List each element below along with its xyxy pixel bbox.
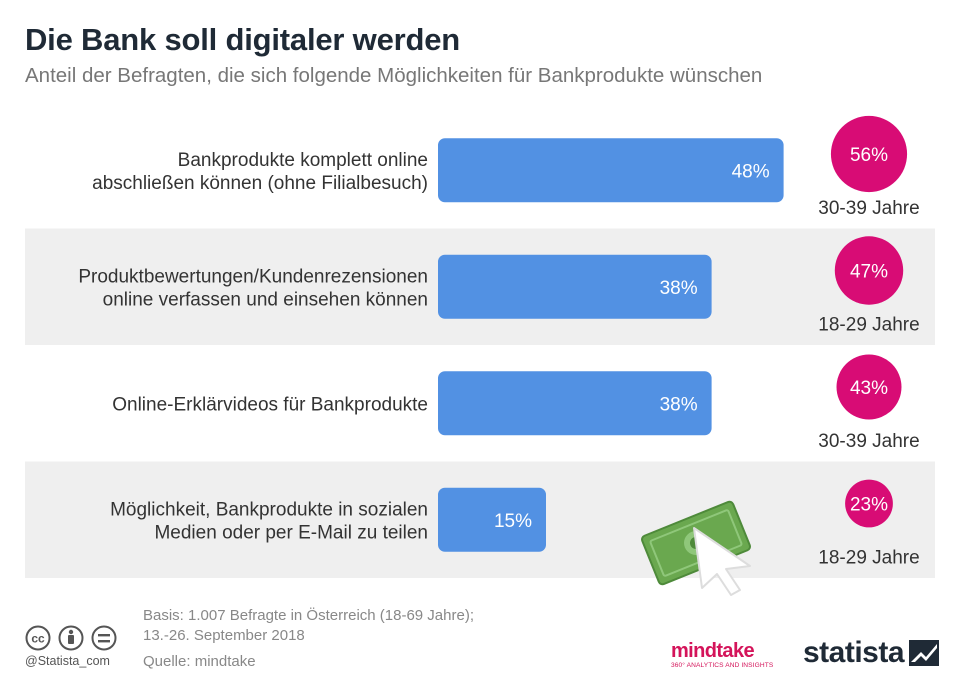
license-icons: cc: [25, 624, 120, 657]
chart-title: Die Bank soll digitaler werden: [25, 22, 461, 57]
mindtake-tagline: 360° ANALYTICS AND INSIGHTS: [671, 662, 774, 669]
statista-logo-icon: [909, 640, 940, 666]
age-group-label: 18-29 Jahre: [818, 548, 919, 569]
bar-value-label: 48%: [732, 161, 770, 182]
age-group-circle: [830, 115, 908, 193]
age-group-circle: [834, 236, 904, 305]
age-group-label: 30-39 Jahre: [818, 198, 919, 219]
category-label: Bankprodukte komplett online abschließen …: [92, 150, 428, 194]
bar-value-label: 38%: [660, 394, 698, 415]
bar: [438, 138, 784, 203]
bar: [438, 487, 546, 552]
mindtake-logo: mindtake 360° ANALYTICS AND INSIGHTS: [671, 641, 773, 669]
age-group-value-label: 47%: [850, 262, 888, 283]
bar-chart: Bankprodukte komplett online abschließen …: [25, 115, 935, 596]
age-group-circle: [845, 479, 893, 528]
category-label: Online-Erklärvideos für Bankprodukte: [112, 394, 428, 415]
age-group-circle: [836, 354, 902, 420]
mindtake-wordmark: mindtake: [671, 640, 755, 662]
cc-icon: cc: [25, 625, 51, 651]
category-label: Produktbewertungen/Kundenrezensionen onli…: [78, 266, 428, 310]
source-note: Quelle: mindtake: [143, 653, 256, 670]
age-group-label: 30-39 Jahre: [818, 431, 919, 452]
age-group-value-label: 43%: [850, 378, 888, 399]
bar: [438, 371, 712, 436]
statista-handle: @Statista_com: [25, 654, 110, 668]
bar-value-label: 15%: [494, 511, 532, 532]
cursor-icon: [693, 527, 751, 596]
age-group-value-label: 56%: [850, 145, 888, 166]
equals-icon: [91, 625, 117, 651]
chart-subtitle: Anteil der Befragten, die sich folgende …: [25, 64, 763, 87]
person-icon: [58, 625, 84, 651]
age-group-value-label: 23%: [850, 495, 888, 516]
age-group-label: 18-29 Jahre: [818, 315, 919, 336]
statista-logo: statista: [803, 636, 940, 670]
bar-value-label: 38%: [660, 278, 698, 299]
category-label: Möglichkeit, Bankprodukte in sozialen Med…: [110, 499, 428, 543]
basis-line-1: Basis: 1.007 Befragte in Österreich (18-…: [143, 607, 474, 624]
statista-wordmark: statista: [803, 636, 905, 669]
svg-text:cc: cc: [31, 632, 45, 646]
bar: [438, 254, 712, 319]
basis-line-2: 13.-26. September 2018: [143, 627, 305, 644]
